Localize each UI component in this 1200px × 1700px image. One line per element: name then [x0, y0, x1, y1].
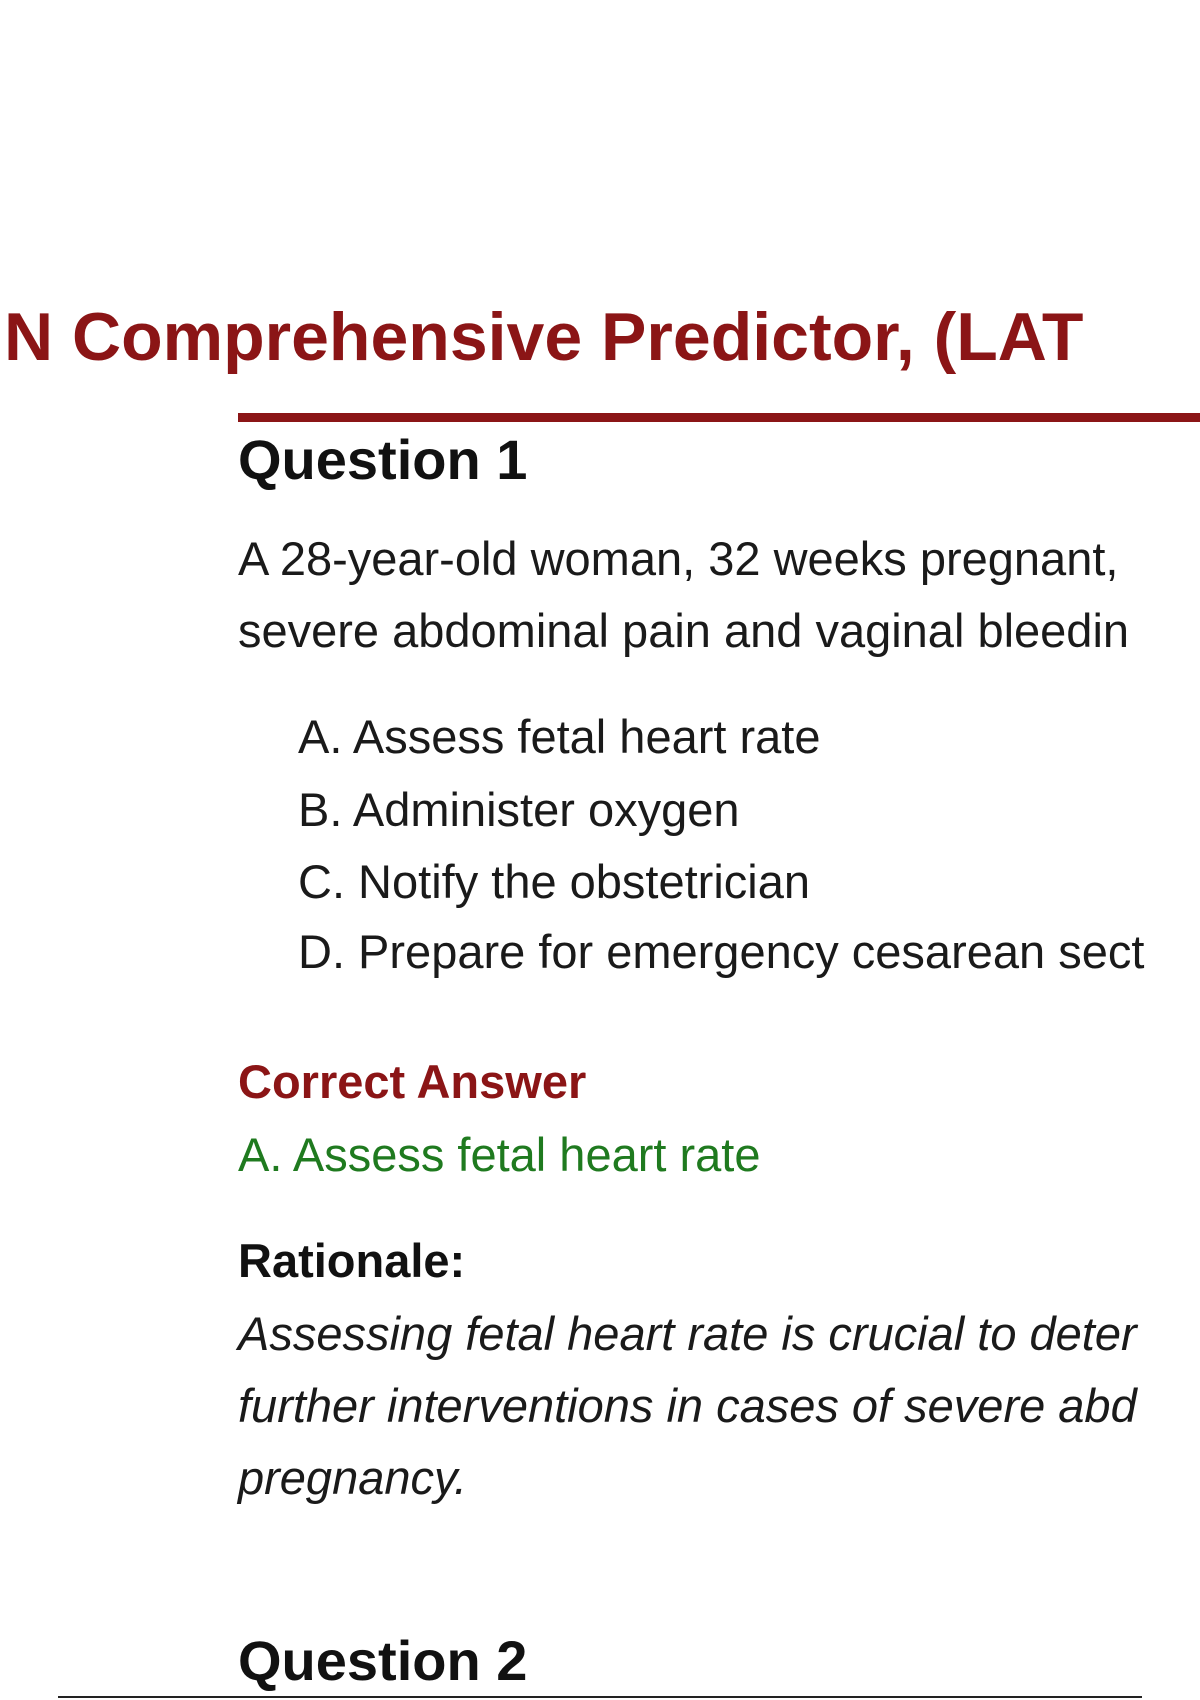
rationale-label: Rationale: — [238, 1237, 465, 1284]
bottom-rule — [58, 1696, 1142, 1698]
question-heading: Question 2 — [238, 1633, 527, 1689]
correct-answer-label: Correct Answer — [238, 1058, 586, 1105]
option: B. Administer oxygen — [298, 786, 740, 833]
option: D. Prepare for emergency cesarean sect — [298, 928, 1144, 975]
option: A. Assess fetal heart rate — [298, 713, 821, 760]
title-rule — [238, 413, 1200, 422]
question-text: A 28-year-old woman, 32 weeks pregnant, — [238, 535, 1118, 582]
option: C. Notify the obstetrician — [298, 858, 810, 905]
rationale-text: further interventions in cases of severe… — [238, 1382, 1137, 1429]
question-text: severe abdominal pain and vaginal bleedi… — [238, 607, 1129, 654]
correct-answer: A. Assess fetal heart rate — [238, 1131, 761, 1178]
rationale-text: pregnancy. — [238, 1454, 467, 1501]
doc-title: N Comprehensive Predictor, (LAT — [4, 303, 1083, 371]
rationale-text: Assessing fetal heart rate is crucial to… — [238, 1310, 1137, 1357]
question-heading: Question 1 — [238, 432, 527, 488]
